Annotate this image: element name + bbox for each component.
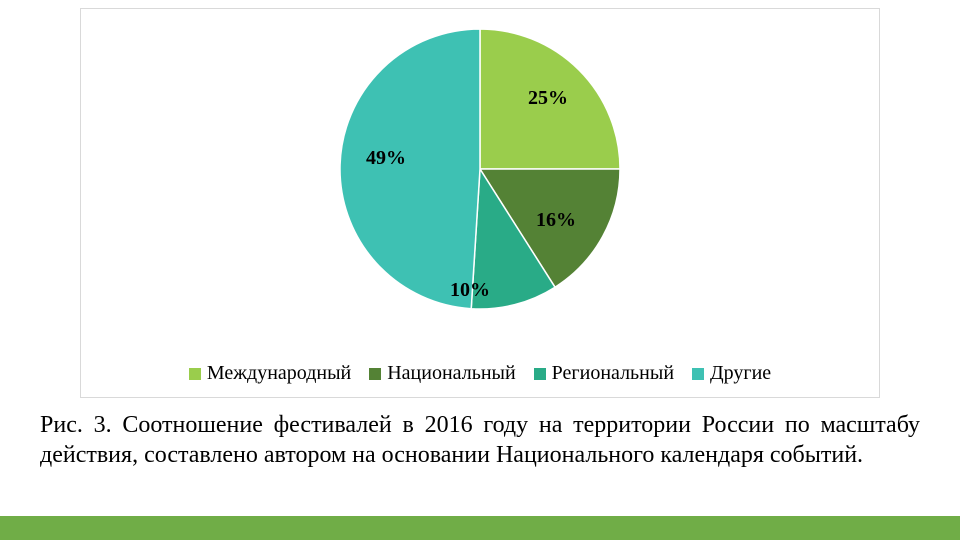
pie-chart: 25% 16% 10% 49%: [280, 19, 680, 319]
accent-bar: [0, 516, 960, 540]
slice-label-49: 49%: [366, 147, 406, 170]
slice-label-25: 25%: [528, 87, 568, 110]
legend-label: Международный: [207, 362, 351, 385]
legend-label: Региональный: [552, 362, 674, 385]
legend-swatch-icon: [189, 368, 201, 380]
legend: Международный Национальный Региональный …: [81, 362, 879, 385]
legend-item-regional: Региональный: [534, 362, 674, 385]
legend-label: Национальный: [387, 362, 515, 385]
legend-label: Другие: [710, 362, 771, 385]
figure-caption: Рис. 3. Соотношение фестивалей в 2016 го…: [40, 410, 920, 470]
legend-item-other: Другие: [692, 362, 771, 385]
chart-frame: 25% 16% 10% 49% Международный Национальн…: [80, 8, 880, 398]
legend-item-international: Международный: [189, 362, 351, 385]
slice-label-16: 16%: [536, 209, 576, 232]
slice-label-10: 10%: [450, 279, 490, 302]
pie-svg: [280, 19, 680, 319]
slide: 25% 16% 10% 49% Международный Национальн…: [0, 0, 960, 540]
legend-swatch-icon: [534, 368, 546, 380]
legend-swatch-icon: [692, 368, 704, 380]
pie-slice: [340, 29, 480, 309]
legend-swatch-icon: [369, 368, 381, 380]
legend-item-national: Национальный: [369, 362, 515, 385]
